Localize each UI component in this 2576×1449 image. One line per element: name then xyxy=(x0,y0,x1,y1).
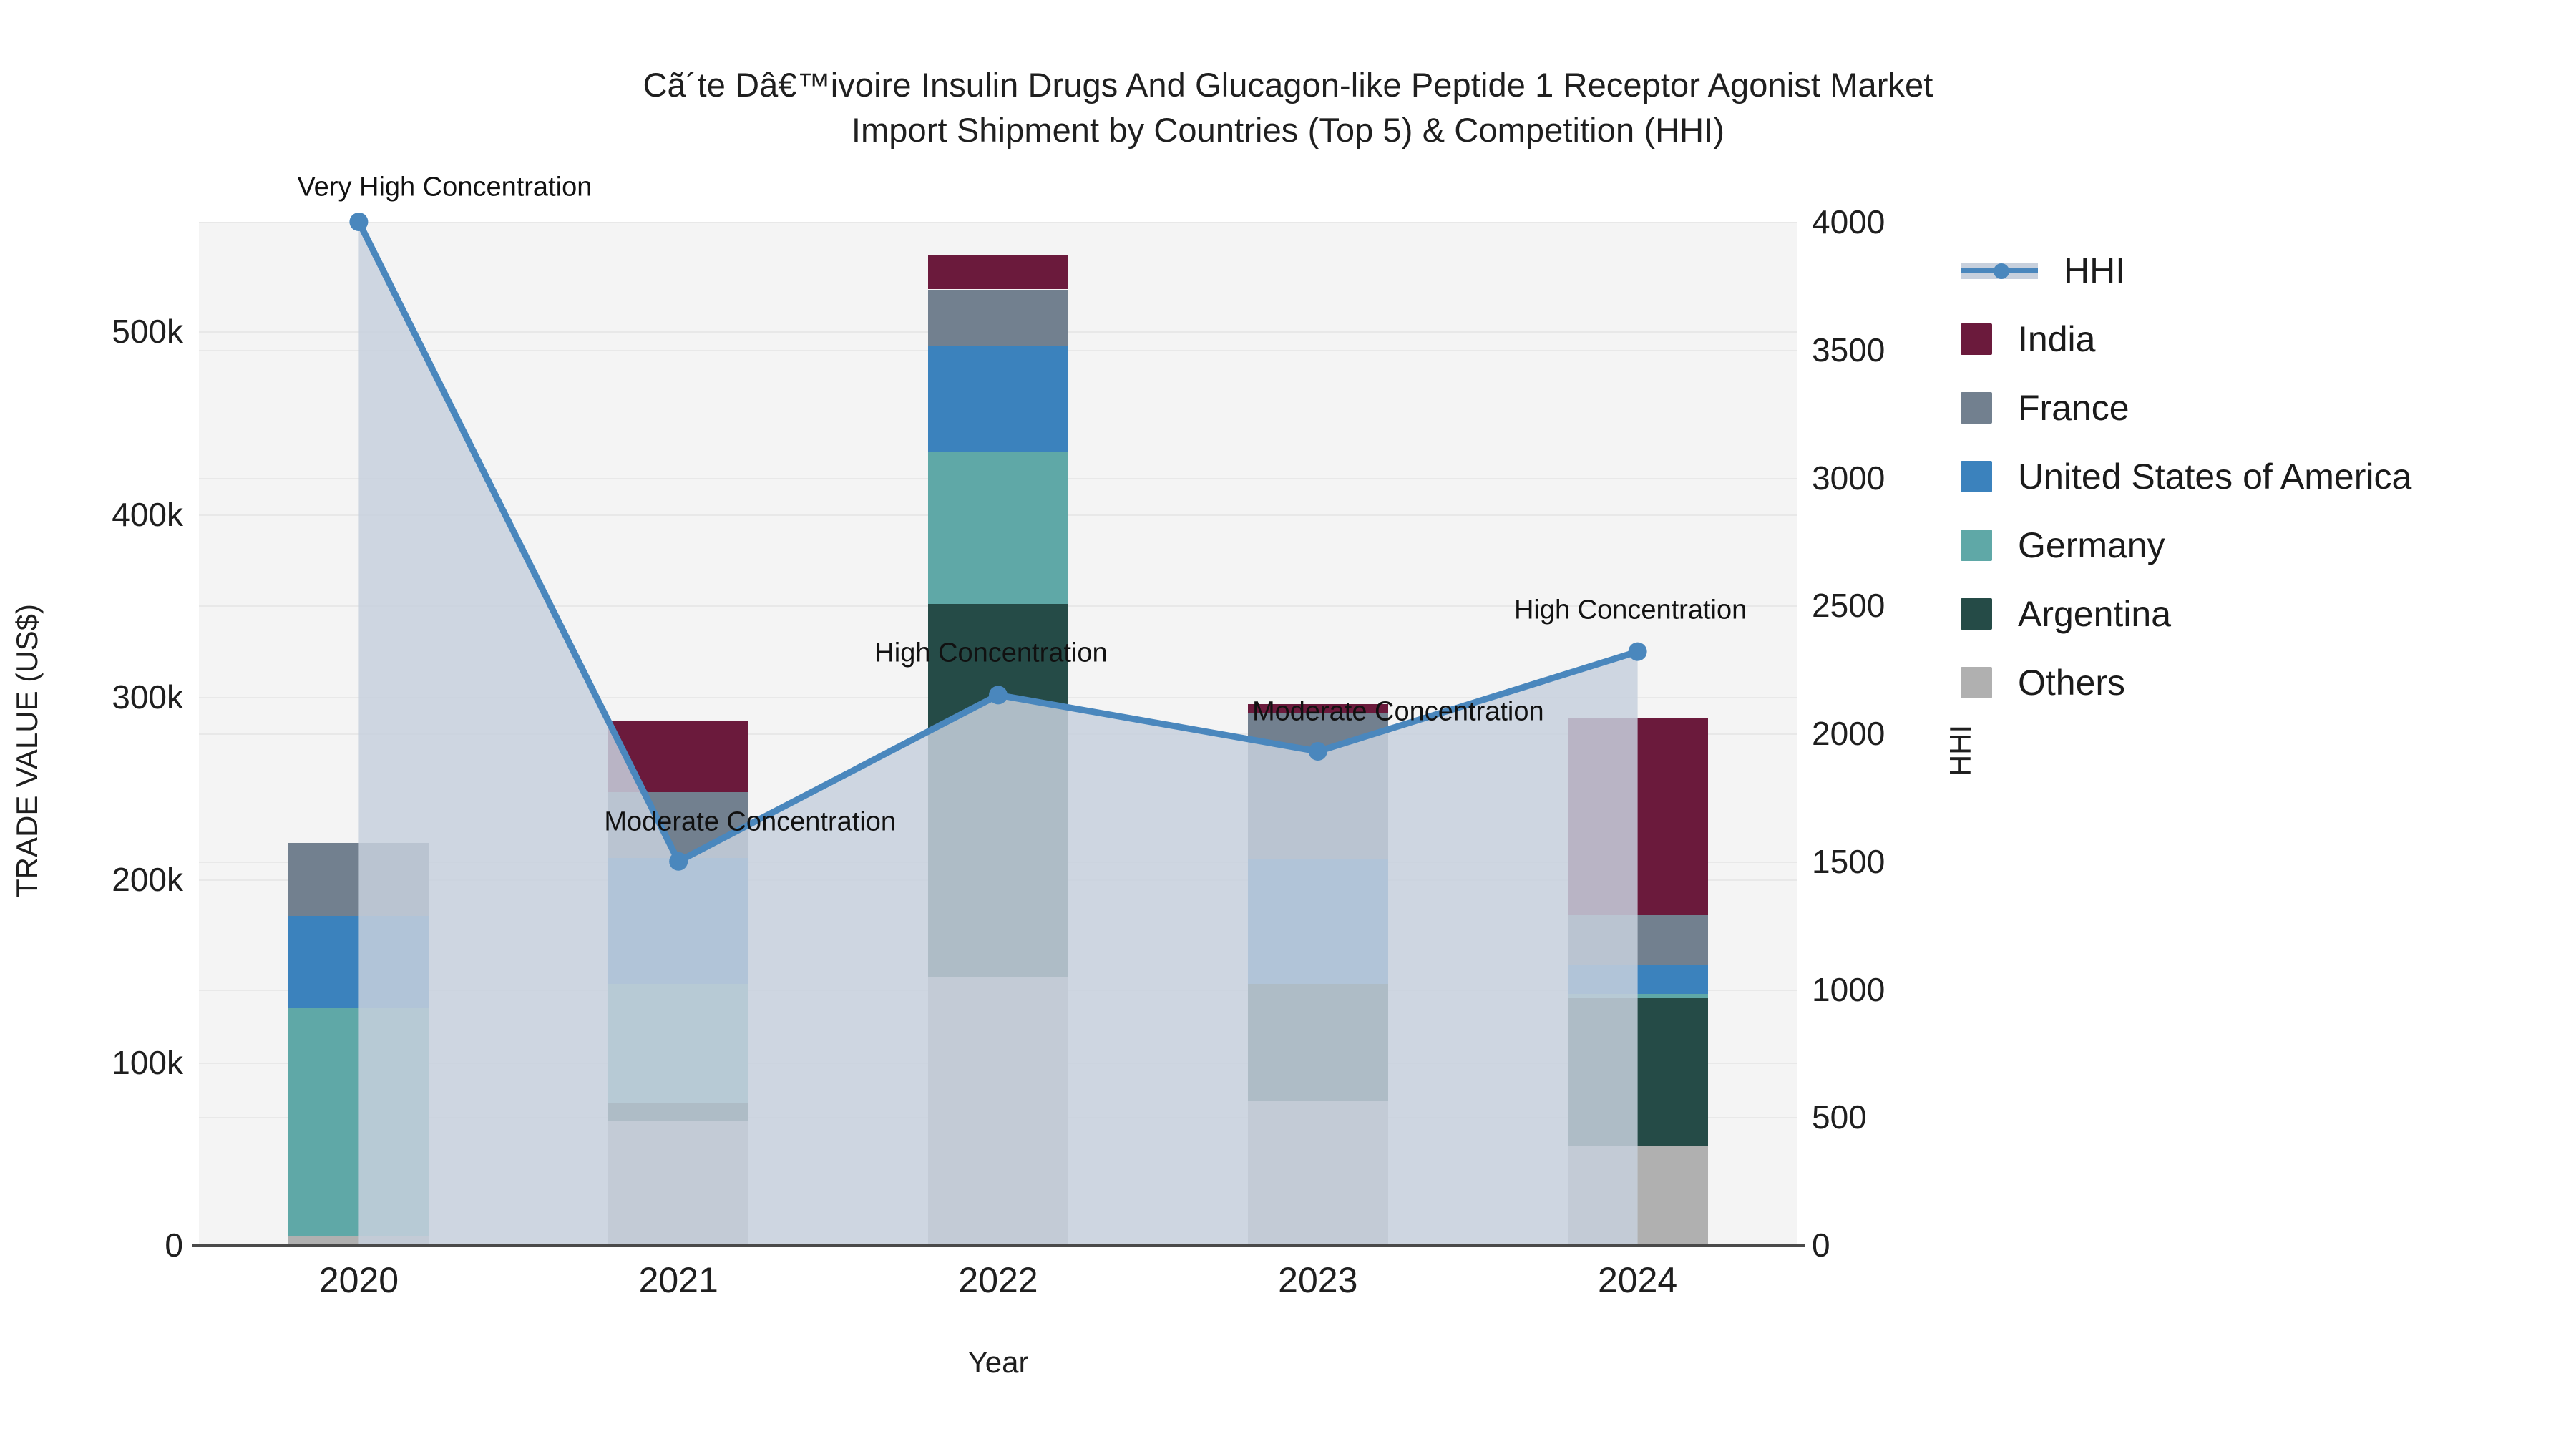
legend-item-united-states-of-america[interactable]: United States of America xyxy=(1961,442,2555,511)
plot-area xyxy=(199,213,1797,1246)
x-axis-line xyxy=(192,1244,1805,1247)
hhi-point-marker xyxy=(669,852,688,871)
legend-item-label: United States of America xyxy=(2018,457,2412,497)
y-axis-left-title: TRADE VALUE (US$) xyxy=(10,604,44,897)
legend-color-swatch xyxy=(1961,461,1992,492)
y-axis-left-tick-label: 100k xyxy=(112,1043,183,1081)
y-axis-right-tick-label: 1500 xyxy=(1812,842,1885,880)
hhi-point-marker xyxy=(349,213,369,231)
legend-item-label: Others xyxy=(2018,663,2126,703)
legend-color-swatch xyxy=(1961,323,1992,355)
hhi-annotation-label: High Concentration xyxy=(1513,595,1747,625)
legend-item-argentina[interactable]: Argentina xyxy=(1961,580,2555,648)
bar-segment xyxy=(928,254,1068,290)
y-axis-left-tick-label: 300k xyxy=(112,678,183,716)
legend-color-swatch xyxy=(1961,392,1992,424)
chart-title: Cã´te Dâ€™ivoire Insulin Drugs And Gluca… xyxy=(0,63,2576,152)
hhi-annotation-label: Moderate Concentration xyxy=(604,806,897,837)
hhi-annotation-label: Moderate Concentration xyxy=(1252,696,1544,727)
legend-item-label: Argentina xyxy=(2018,594,2172,634)
x-axis-tick-label-2022: 2022 xyxy=(958,1260,1038,1300)
legend-color-swatch xyxy=(1961,667,1992,698)
legend-item-label: Germany xyxy=(2018,525,2165,565)
y-axis-right-tick-label: 500 xyxy=(1812,1098,1867,1136)
legend-item-germany[interactable]: Germany xyxy=(1961,511,2555,580)
legend-line-key-icon xyxy=(1961,255,2038,286)
hhi-area-fill xyxy=(358,222,1638,1245)
y-axis-left-tick-label: 500k xyxy=(112,313,183,351)
hhi-annotation-label: Very High Concentration xyxy=(297,172,592,203)
x-axis-tick-label-2024: 2024 xyxy=(1597,1260,1678,1300)
hhi-point-marker xyxy=(1308,742,1327,761)
x-axis-tick-label-2023: 2023 xyxy=(1278,1260,1358,1300)
y-axis-right-tick-label: 2000 xyxy=(1812,715,1885,752)
legend-item-hhi[interactable]: HHI xyxy=(1961,236,2555,305)
legend-item-label: HHI xyxy=(2064,250,2126,291)
x-axis-tick-label-2020: 2020 xyxy=(318,1260,399,1300)
chart-title-line-1: Cã´te Dâ€™ivoire Insulin Drugs And Gluca… xyxy=(643,66,1933,104)
legend-line-marker-dot xyxy=(1994,263,2009,279)
x-axis-tick-label-2021: 2021 xyxy=(638,1260,718,1300)
hhi-point-marker xyxy=(1628,642,1647,661)
y-axis-right-tick-label: 1000 xyxy=(1812,970,1885,1008)
legend-item-india[interactable]: India xyxy=(1961,305,2555,374)
y-axis-left-tick-label: 0 xyxy=(165,1226,183,1264)
y-axis-right-tick-label: 2500 xyxy=(1812,587,1885,625)
legend-color-swatch xyxy=(1961,530,1992,561)
legend-item-label: India xyxy=(2018,319,2096,359)
hhi-overlay xyxy=(349,213,1647,1245)
bar-segment xyxy=(928,452,1068,604)
y-axis-right-tick-label: 3000 xyxy=(1812,459,1885,497)
legend-item-france[interactable]: France xyxy=(1961,374,2555,442)
legend-color-swatch xyxy=(1961,598,1992,630)
y-axis-right-tick-label: 3500 xyxy=(1812,331,1885,369)
bar-segment xyxy=(1247,704,1388,713)
legend-item-label: France xyxy=(2018,388,2129,428)
y-axis-left-ticks: 0 100k 200k 300k 400k 500k xyxy=(0,0,185,1449)
y-axis-left-tick-label: 200k xyxy=(112,861,183,899)
hhi-point-marker xyxy=(989,686,1008,705)
x-axis-title: Year xyxy=(967,1345,1029,1379)
hhi-annotation-label: High Concentration xyxy=(874,638,1108,668)
chart-title-line-2: Import Shipment by Countries (Top 5) & C… xyxy=(851,110,1725,149)
y-axis-right-ticks: 0 500 1000 1500 2000 2500 3000 3500 4000 xyxy=(1812,0,2026,1449)
bar-segment xyxy=(928,346,1068,452)
y-axis-right-tick-label: 0 xyxy=(1812,1226,1830,1264)
legend-item-others[interactable]: Others xyxy=(1961,648,2555,717)
chart-legend: HHI India France United States of America Ge… xyxy=(1961,236,2555,717)
gridline xyxy=(199,222,1797,223)
y-axis-left-tick-label: 400k xyxy=(112,495,183,533)
bar-segment xyxy=(928,289,1068,346)
y-axis-right-tick-label: 4000 xyxy=(1812,203,1885,240)
